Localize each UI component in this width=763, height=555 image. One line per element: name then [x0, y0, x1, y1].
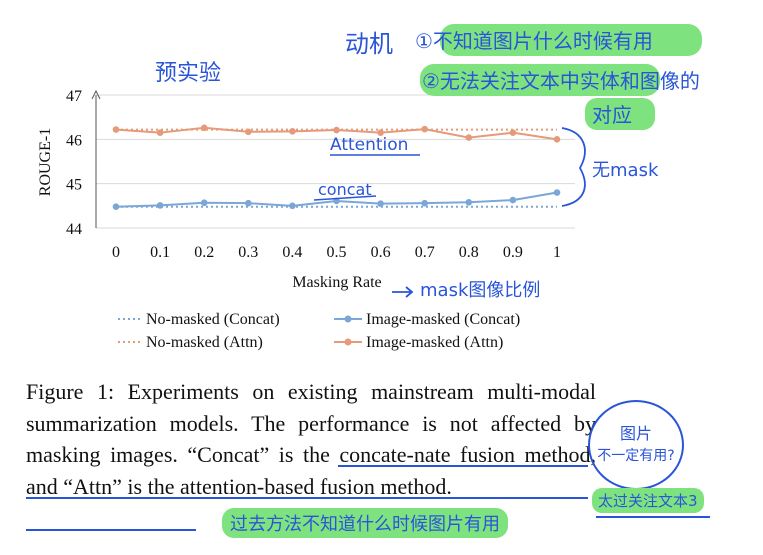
caption-part-2: “Concat” is the concate-nate fusion meth… [26, 442, 596, 499]
x-tick-labels: 0 0.1 0.2 0.3 0.4 0.5 0.6 0.7 0.8 0.9 1 [112, 244, 561, 261]
x-tick-label: 0.8 [459, 244, 479, 261]
series-3-point [245, 128, 252, 136]
x-tick-label: 1 [553, 244, 561, 261]
note-mask-ratio: mask图像比例 [420, 280, 540, 301]
note-motivation-label: 动机 [345, 30, 393, 58]
x-tick-label: 0.1 [150, 244, 170, 261]
legend-label-image-masked-concat: Image-masked (Concat) [366, 311, 520, 328]
y-tick-labels: 44 45 46 47 [66, 88, 82, 238]
series-1-point [156, 202, 164, 209]
series-3-point [509, 129, 517, 136]
x-tick-label: 0.9 [503, 244, 523, 261]
circle-note: 图片 不一定有用? [588, 400, 684, 490]
x-tick-label: 0.2 [194, 244, 214, 261]
note-concat: concat [318, 180, 372, 199]
caption-underline-2 [26, 497, 588, 499]
caption-part-1: Figure 1: Experiments on existing mainst… [26, 379, 596, 467]
series-3-point [421, 125, 429, 133]
series-1-point [553, 189, 561, 196]
caption-underline-3 [26, 529, 196, 531]
series-layer [112, 124, 561, 211]
note-right-underline [596, 516, 710, 518]
legend: No-masked (Concat) Image-masked (Concat)… [118, 311, 520, 351]
series-3-point [200, 124, 208, 132]
caption-underline-1 [338, 465, 588, 467]
circle-note-line-2: 不一定有用? [597, 448, 675, 464]
y-axis-title: ROUGE-1 [37, 128, 54, 196]
legend-label-no-masked-concat: No-masked (Concat) [146, 311, 280, 328]
series-3-point [333, 126, 340, 134]
x-tick-label: 0.5 [327, 244, 347, 261]
legend-marker-image-masked-attn [344, 338, 352, 346]
note-attention: Attention [330, 135, 408, 155]
series-1-point [200, 199, 208, 207]
x-tick-label: 0 [112, 244, 120, 261]
note-motivation-3: 对应 [592, 103, 632, 127]
series-1-point [112, 203, 120, 211]
series-3-point [377, 129, 384, 136]
gridlines [96, 94, 575, 229]
y-tick-label: 44 [66, 221, 82, 238]
arrow-icon [392, 286, 414, 298]
y-tick-label: 47 [66, 88, 82, 105]
series-1-point [289, 202, 296, 210]
x-tick-label: 0.7 [415, 244, 435, 261]
brace-icon [561, 127, 586, 207]
handwritten-annotations: 预实验 动机 ①不知道图片什么时候有用 ②无法关注文本中实体和图像的 对应 At… [155, 24, 702, 301]
highlight-motivation-1 [440, 24, 702, 56]
x-tick-label: 0.6 [371, 244, 391, 261]
chart: 44 45 46 47 0 0.1 0.2 0.3 0.4 0.5 0.6 0.7 0.8 0.9 1 R… [37, 24, 702, 351]
x-axis-title: Masking Rate [292, 274, 381, 291]
series-1-point [421, 199, 429, 207]
y-axis-arrow-icon [91, 89, 101, 100]
legend-label-image-masked-attn: Image-masked (Attn) [366, 334, 503, 351]
note-bottom: 过去方法不知道什么时候图片有用 [222, 508, 508, 538]
note-motivation-2: ②无法关注文本中实体和图像的 [422, 69, 700, 93]
legend-label-no-masked-attn: No-masked (Attn) [146, 334, 263, 351]
concat-underline [313, 195, 377, 201]
figure-caption: Figure 1: Experiments on existing mainst… [26, 376, 596, 502]
highlight-motivation-2 [420, 64, 660, 96]
x-tick-label: 0.4 [282, 244, 302, 261]
y-tick-label: 45 [66, 177, 82, 194]
legend-marker-image-masked-concat [344, 315, 352, 323]
x-tick-label: 0.3 [238, 244, 258, 261]
note-preexp: 预实验 [155, 61, 221, 86]
series-1-point [465, 198, 473, 206]
series-1-point [509, 196, 517, 204]
note-right: 太过关注文本3 [592, 488, 704, 513]
series-3-point [553, 136, 561, 143]
note-no-mask: 无mask [592, 160, 659, 181]
series-3-point [465, 134, 473, 141]
series-3-point [112, 126, 120, 133]
series-3-point [289, 128, 296, 135]
series-3-point [156, 129, 164, 136]
highlight-motivation-3 [585, 98, 655, 130]
y-tick-label: 46 [66, 132, 82, 149]
circle-note-line-1: 图片 [619, 424, 652, 443]
note-motivation-1: ①不知道图片什么时候有用 [415, 29, 653, 53]
series-1-point [245, 199, 252, 207]
series-1-point [377, 200, 384, 207]
